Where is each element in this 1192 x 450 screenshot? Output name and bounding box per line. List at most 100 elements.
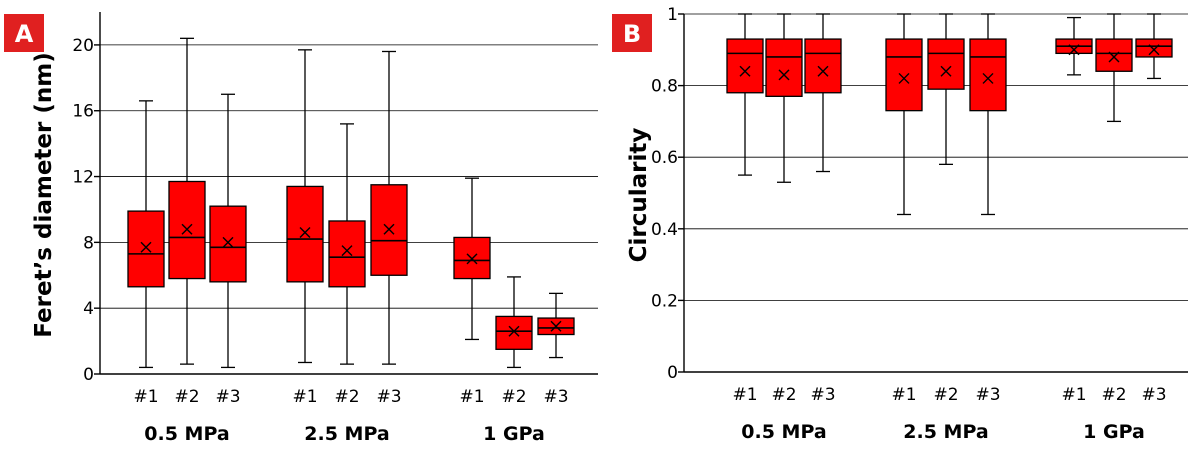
panel-b-badge — [612, 14, 652, 52]
mean-marker — [817, 65, 829, 77]
panel-b-y-tick-label: 0.2 — [651, 291, 678, 311]
panel-b-box-3 — [804, 13, 842, 173]
panel-a-y-tick-label: 0 — [83, 365, 94, 385]
panel-a-x-tick-label: #2 — [501, 387, 526, 407]
panel-b-x-tick-label: #3 — [1141, 385, 1166, 405]
panel-a-group-label: 1 GPa — [483, 423, 545, 445]
panel-a-x-tick-label: #3 — [543, 387, 568, 407]
panel-a-box-7 — [453, 177, 491, 341]
panel-b-y-tick-label: 0.6 — [651, 148, 678, 168]
mean-marker — [1148, 44, 1160, 56]
panel-a: A Feret’s diameter (nm) 0 4 8 12 16 20 #1 #2 #3 #… — [4, 12, 598, 445]
mean-marker — [383, 223, 395, 235]
mean-marker — [982, 72, 994, 84]
mean-marker — [222, 236, 234, 248]
mean-marker — [898, 72, 910, 84]
panel-a-x-tick-label: #1 — [292, 387, 317, 407]
panel-a-group-label: 0.5 MPa — [144, 423, 229, 445]
panel-b-x-tick-label: #2 — [771, 385, 796, 405]
panel-b-box-5 — [927, 13, 965, 166]
iqr-box — [1095, 38, 1133, 72]
panel-a-x-tick-label: #3 — [376, 387, 401, 407]
panel-b-group-label: 1 GPa — [1083, 421, 1145, 443]
iqr-box — [969, 38, 1007, 112]
panel-b-box-1 — [726, 13, 764, 176]
panel-a-box-2 — [168, 37, 206, 365]
mean-marker — [466, 253, 478, 265]
panel-a-x-tick-label: #2 — [174, 387, 199, 407]
panel-b-x-tick-label: #1 — [891, 385, 916, 405]
mean-marker — [341, 245, 353, 257]
mean-marker — [1068, 44, 1080, 56]
iqr-box — [726, 38, 764, 94]
panel-a-axes — [94, 12, 598, 375]
panel-b-box-8 — [1095, 13, 1133, 123]
iqr-box — [885, 38, 923, 112]
panel-b-x-tick-label: #1 — [732, 385, 757, 405]
panel-a-badge-label: A — [15, 20, 34, 48]
panel-b-group-label: 2.5 MPa — [903, 421, 988, 443]
mean-marker — [508, 325, 520, 337]
panel-b-boxes — [726, 13, 1173, 216]
panel-b-x-tick-label: #3 — [810, 385, 835, 405]
panel-a-y-tick-label: 4 — [83, 299, 94, 319]
panel-b-group-label: 0.5 MPa — [741, 421, 826, 443]
mean-marker — [550, 320, 562, 332]
panel-a-labels: 0 4 8 12 16 20 #1 #2 #3 #1 #2 #3 #1 #2 #3 0.5 MPa 2.5 MP… — [72, 36, 568, 445]
panel-a-box-9 — [537, 292, 575, 359]
mean-marker — [940, 65, 952, 77]
panel-b-x-tick-label: #2 — [933, 385, 958, 405]
panel-b-y-tick-label: 0.8 — [651, 77, 678, 97]
panel-a-group-label: 2.5 MPa — [304, 423, 389, 445]
mean-marker — [181, 223, 193, 235]
panel-b-y-axis-label: Circularity — [626, 128, 652, 263]
iqr-box — [765, 38, 803, 97]
panel-a-y-tick-label: 12 — [72, 168, 94, 188]
panel-a-box-3 — [209, 93, 247, 369]
panel-a-x-tick-label: #3 — [215, 387, 240, 407]
panel-b-y-tick-label: 1 — [667, 5, 678, 25]
iqr-box — [1135, 38, 1173, 58]
panel-a-x-tick-label: #2 — [334, 387, 359, 407]
iqr-box — [127, 210, 165, 288]
panel-b-box-4 — [885, 13, 923, 216]
panel-a-badge — [4, 14, 44, 52]
iqr-box — [495, 315, 533, 350]
panel-b-y-tick-label: 0.4 — [651, 220, 678, 240]
panel-b: B Circularity 0 0.2 0.4 0.6 0.8 1 #1 #2 #3 #1 #2 #3… — [612, 5, 1188, 443]
mean-marker — [299, 226, 311, 238]
panel-b-box-6 — [969, 13, 1007, 216]
panel-a-box-5 — [328, 123, 366, 365]
mean-marker — [1108, 51, 1120, 63]
mean-marker — [778, 69, 790, 81]
panel-a-y-tick-label: 8 — [83, 233, 94, 253]
panel-b-labels: 0 0.2 0.4 0.6 0.8 1 #1 #2 #3 #1 #2 #3 #1 #2 #3 0.5 MPa 2… — [651, 5, 1167, 443]
iqr-box — [328, 220, 366, 288]
panel-b-x-tick-label: #3 — [975, 385, 1000, 405]
iqr-box — [209, 205, 247, 283]
panel-a-box-4 — [286, 49, 324, 364]
panel-a-y-tick-label: 20 — [72, 36, 94, 56]
panel-b-badge-label: B — [623, 20, 641, 48]
panel-a-box-6 — [370, 50, 408, 365]
panel-b-y-tick-label: 0 — [667, 363, 678, 383]
panel-a-x-tick-label: #1 — [459, 387, 484, 407]
panel-b-box-2 — [765, 13, 803, 183]
panel-a-box-8 — [495, 276, 533, 369]
panel-a-box-1 — [127, 100, 165, 369]
panel-a-y-axis-label: Feret’s diameter (nm) — [31, 52, 57, 338]
mean-marker — [140, 241, 152, 253]
panel-b-box-7 — [1055, 16, 1093, 76]
panel-b-box-9 — [1135, 13, 1173, 80]
iqr-box — [804, 38, 842, 94]
panel-a-y-tick-label: 16 — [72, 102, 94, 122]
panel-b-x-tick-label: #2 — [1101, 385, 1126, 405]
iqr-box — [927, 38, 965, 90]
panel-b-axes — [678, 13, 1188, 373]
panel-a-x-tick-label: #1 — [133, 387, 158, 407]
panel-a-boxes — [127, 37, 575, 369]
iqr-box — [286, 185, 324, 283]
mean-marker — [739, 65, 751, 77]
panel-b-x-tick-label: #1 — [1061, 385, 1086, 405]
